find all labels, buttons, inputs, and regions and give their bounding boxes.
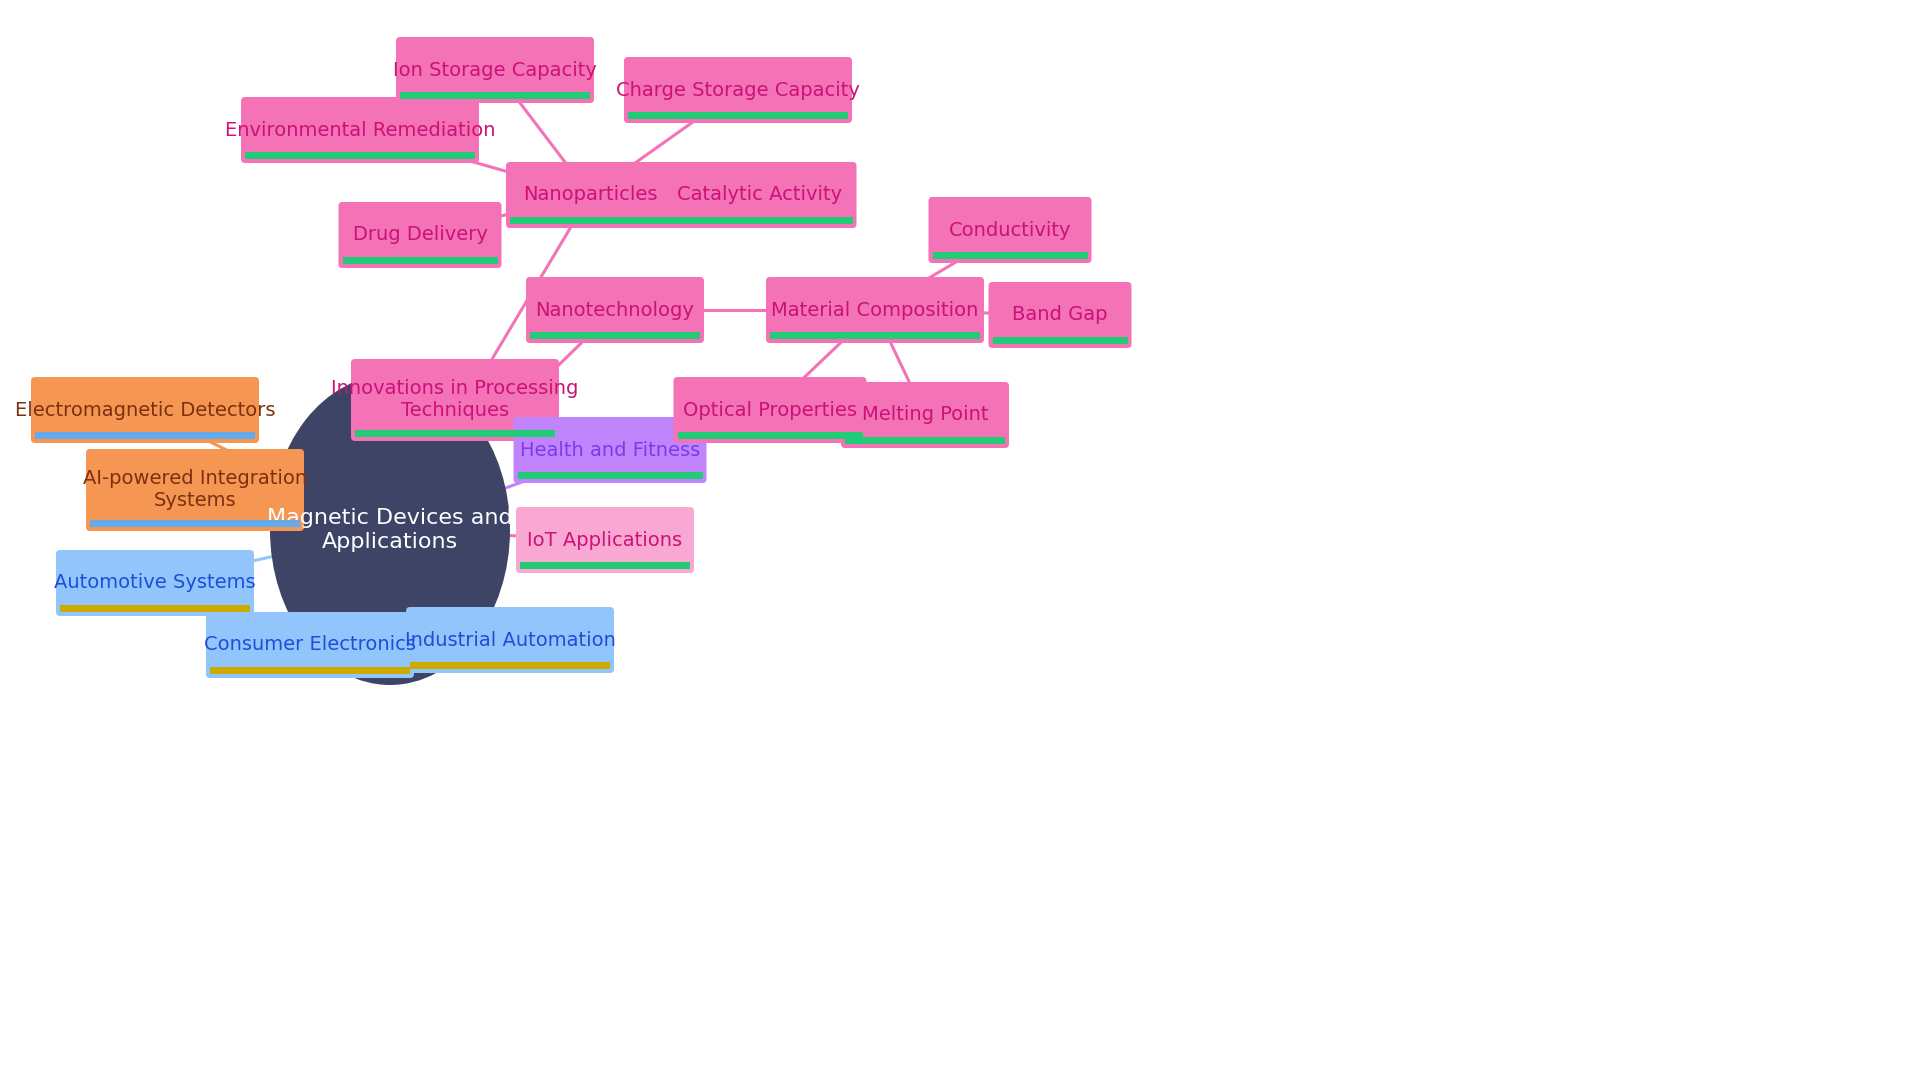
FancyBboxPatch shape xyxy=(31,377,259,443)
Bar xyxy=(35,432,255,438)
Text: Industrial Automation: Industrial Automation xyxy=(405,631,616,649)
Bar xyxy=(845,437,1004,444)
Text: Drug Delivery: Drug Delivery xyxy=(353,226,488,244)
FancyBboxPatch shape xyxy=(841,382,1010,448)
Bar xyxy=(246,152,474,159)
Bar xyxy=(770,332,979,339)
Bar xyxy=(209,667,411,674)
FancyBboxPatch shape xyxy=(516,507,693,573)
Bar xyxy=(530,332,701,339)
Text: Innovations in Processing
Techniques: Innovations in Processing Techniques xyxy=(332,379,578,420)
Text: Electromagnetic Detectors: Electromagnetic Detectors xyxy=(15,401,275,419)
Bar xyxy=(90,519,300,527)
Text: Health and Fitness: Health and Fitness xyxy=(520,441,701,459)
Text: Consumer Electronics: Consumer Electronics xyxy=(204,635,417,654)
Bar xyxy=(518,472,703,480)
Bar xyxy=(628,112,849,119)
Text: Optical Properties: Optical Properties xyxy=(684,401,856,419)
Bar xyxy=(511,217,670,224)
Text: AI-powered Integration
Systems: AI-powered Integration Systems xyxy=(83,470,307,511)
Bar xyxy=(520,562,689,569)
Bar xyxy=(60,605,250,612)
Bar xyxy=(933,252,1087,259)
Bar xyxy=(993,337,1127,345)
Bar xyxy=(678,432,862,438)
Ellipse shape xyxy=(271,375,511,685)
FancyBboxPatch shape xyxy=(664,162,856,228)
Text: Magnetic Devices and
Applications: Magnetic Devices and Applications xyxy=(267,509,513,552)
Text: Nanotechnology: Nanotechnology xyxy=(536,300,695,320)
Text: Nanoparticles: Nanoparticles xyxy=(522,186,657,204)
Bar xyxy=(355,430,555,437)
FancyBboxPatch shape xyxy=(86,449,303,531)
FancyBboxPatch shape xyxy=(242,97,478,163)
Text: Automotive Systems: Automotive Systems xyxy=(54,573,255,593)
FancyBboxPatch shape xyxy=(624,57,852,123)
Bar xyxy=(411,662,611,669)
Bar xyxy=(342,257,497,264)
FancyBboxPatch shape xyxy=(674,377,866,443)
FancyBboxPatch shape xyxy=(338,202,501,268)
Text: Charge Storage Capacity: Charge Storage Capacity xyxy=(616,81,860,99)
FancyBboxPatch shape xyxy=(205,612,415,678)
FancyBboxPatch shape xyxy=(989,282,1131,348)
Bar xyxy=(668,217,852,224)
FancyBboxPatch shape xyxy=(513,417,707,483)
FancyBboxPatch shape xyxy=(766,276,983,343)
Text: Material Composition: Material Composition xyxy=(772,300,979,320)
Text: Catalytic Activity: Catalytic Activity xyxy=(678,186,843,204)
FancyBboxPatch shape xyxy=(351,359,559,441)
Text: Environmental Remediation: Environmental Remediation xyxy=(225,121,495,139)
FancyBboxPatch shape xyxy=(507,162,674,228)
Text: Band Gap: Band Gap xyxy=(1012,306,1108,324)
Text: IoT Applications: IoT Applications xyxy=(528,530,684,550)
Text: Conductivity: Conductivity xyxy=(948,220,1071,240)
FancyBboxPatch shape xyxy=(405,607,614,673)
FancyBboxPatch shape xyxy=(526,276,705,343)
Bar xyxy=(399,92,589,99)
FancyBboxPatch shape xyxy=(929,197,1091,264)
FancyBboxPatch shape xyxy=(56,550,253,616)
Text: Melting Point: Melting Point xyxy=(862,405,989,424)
Text: Ion Storage Capacity: Ion Storage Capacity xyxy=(394,60,597,80)
FancyBboxPatch shape xyxy=(396,37,593,103)
